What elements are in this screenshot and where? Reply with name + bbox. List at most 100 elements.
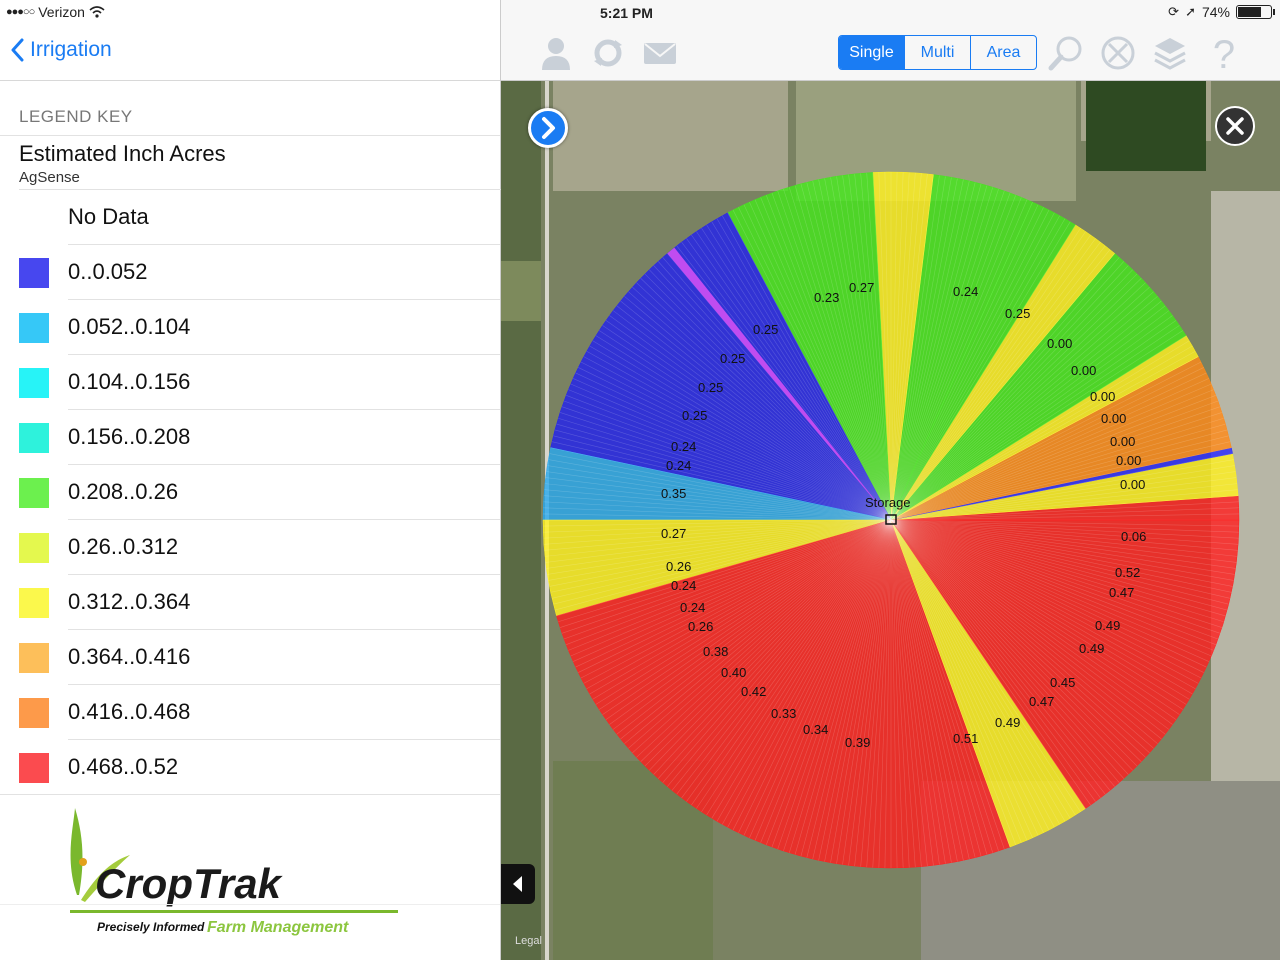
satellite-map[interactable]: 0.23 0.27 0.24 0.25 0.25 0.25 0.25 0.25 0.24 0.24…: [501, 81, 1280, 960]
logo-wordmark: CropTrak: [95, 860, 284, 907]
segment-single[interactable]: Single: [839, 36, 904, 69]
sector-value-label: 0.52: [1115, 565, 1140, 580]
sector-value-label: 0.34: [803, 722, 828, 737]
legend-item: 0.156..0.208: [0, 410, 500, 465]
help-icon[interactable]: ?: [1205, 34, 1243, 72]
legend-item: 0.26..0.312: [0, 520, 500, 575]
user-icon[interactable]: [537, 34, 575, 72]
legend-item: 0.208..0.26: [0, 465, 500, 520]
sector-value-label: 0.25: [720, 351, 745, 366]
compass-icon[interactable]: [1099, 34, 1137, 72]
chevron-left-icon: [11, 38, 24, 62]
clock: 5:21 PM: [600, 5, 653, 21]
pie-sector[interactable]: [890, 519, 1240, 809]
legend-item-label: 0..0.052: [68, 259, 148, 284]
svg-text:?: ?: [1213, 34, 1235, 72]
croptrak-logo: CropTrak Precisely Informed Farm Managem…: [55, 800, 405, 950]
logo-tagline-b: Farm Management: [207, 919, 349, 936]
collapse-sidebar-button[interactable]: [501, 864, 535, 904]
legend-item-label: 0.052..0.104: [68, 314, 191, 339]
mail-icon[interactable]: [641, 34, 679, 72]
layers-icon[interactable]: [1151, 34, 1189, 72]
sync-icon[interactable]: [589, 34, 627, 72]
storage-marker: [885, 514, 897, 525]
legend-swatch: [19, 313, 49, 343]
sector-value-label: 0.49: [995, 715, 1020, 730]
back-button[interactable]: Irrigation: [10, 38, 112, 62]
sector-value-label: 0.06: [1121, 529, 1146, 544]
divider: [0, 904, 500, 905]
legend-title: Estimated Inch Acres: [19, 141, 226, 166]
sector-value-label: 0.51: [953, 731, 978, 746]
legend-swatch: [19, 643, 49, 673]
legend-item: 0..0.052: [0, 245, 500, 300]
battery-icon: [1236, 5, 1275, 19]
status-bar: ●●●○○ Verizon 5:21 PM ⟳ ➚ 74%: [0, 0, 1280, 26]
storage-label: Storage: [865, 495, 911, 510]
legend-item: 0.312..0.364: [0, 575, 500, 630]
close-button[interactable]: [1215, 106, 1255, 146]
pie-value-labels: 0.23 0.27 0.24 0.25 0.25 0.25 0.25 0.25 0.24 0.24…: [661, 280, 1146, 750]
nav-bar: Irrigation: [0, 26, 500, 81]
location-icon: ➚: [1185, 4, 1196, 19]
segment-multi[interactable]: Multi: [904, 36, 970, 69]
legend-item: 0.364..0.416: [0, 630, 500, 685]
sector-value-label: 0.27: [661, 526, 686, 541]
sector-value-label: 0.00: [1090, 389, 1115, 404]
map-canvas: 0.23 0.27 0.24 0.25 0.25 0.25 0.25 0.25 0.24 0.24…: [501, 81, 1280, 960]
close-icon: [1226, 117, 1244, 135]
map-toolbar: Single Multi Area ?: [501, 26, 1280, 81]
legend-item-label: 0.26..0.312: [68, 534, 179, 559]
zoom-icon[interactable]: [1047, 34, 1085, 72]
legend-item: 0.052..0.104: [0, 300, 500, 355]
sector-value-label: 0.24: [666, 458, 691, 473]
expand-button[interactable]: [528, 108, 568, 148]
logo-tagline-a: Precisely Informed: [97, 920, 205, 934]
legend-swatch: [19, 753, 49, 783]
sector-value-label: 0.33: [771, 706, 796, 721]
selected-sector-highlight: [667, 247, 891, 521]
legend-item-label: 0.312..0.364: [68, 589, 191, 614]
triangle-left-icon: [513, 876, 522, 892]
sector-value-label: 0.25: [1005, 306, 1030, 321]
sector-value-label: 0.47: [1029, 694, 1054, 709]
sector-value-label: 0.24: [671, 439, 696, 454]
legend-item: No Data: [0, 190, 500, 245]
battery-percent: 74%: [1201, 4, 1230, 20]
sector-value-label: 0.42: [741, 684, 766, 699]
signal-icon: ●●●○○: [6, 6, 35, 18]
legend-panel: Irrigation LEGEND KEY Estimated Inch Acr…: [0, 0, 519, 960]
pie-sector[interactable]: [556, 519, 1011, 869]
chevron-right-icon: [542, 117, 555, 139]
legend-item-label: 0.364..0.416: [68, 644, 191, 669]
legend-header: LEGEND KEY: [19, 107, 133, 126]
sector-value-label: 0.00: [1120, 477, 1145, 492]
legend-swatch: [19, 258, 49, 288]
rotation-lock-icon: ⟳: [1168, 4, 1180, 19]
sector-value-label: 0.00: [1101, 411, 1126, 426]
legend-item-label: 0.208..0.26: [68, 479, 179, 504]
sector-value-label: 0.49: [1079, 641, 1104, 656]
legend-swatch: [19, 368, 49, 398]
irrigation-pie-chart: [542, 171, 1240, 869]
legend-item-label: 0.104..0.156: [68, 369, 191, 394]
sector-value-label: 0.23: [814, 290, 839, 305]
legend-swatch: [19, 698, 49, 728]
sector-value-label: 0.00: [1116, 453, 1141, 468]
sector-value-label: 0.24: [680, 600, 705, 615]
segment-area[interactable]: Area: [970, 36, 1036, 69]
sector-value-label: 0.00: [1071, 363, 1096, 378]
map-panel: Single Multi Area ? 0.23 0.27 0.24 0.25 0.25…: [501, 0, 1280, 960]
divider: [0, 794, 500, 795]
selection-mode-control: Single Multi Area: [838, 35, 1037, 70]
sector-value-label: 0.25: [698, 380, 723, 395]
pie-sector[interactable]: [727, 172, 892, 521]
legend-item: 0.468..0.52: [0, 740, 500, 795]
sector-value-label: 0.26: [688, 619, 713, 634]
divider: [0, 135, 500, 136]
sector-value-label: 0.47: [1109, 585, 1134, 600]
legal-link[interactable]: Legal: [515, 935, 542, 947]
sector-value-label: 0.26: [666, 559, 691, 574]
pie-sector[interactable]: [550, 212, 892, 521]
sector-value-label: 0.24: [953, 284, 978, 299]
